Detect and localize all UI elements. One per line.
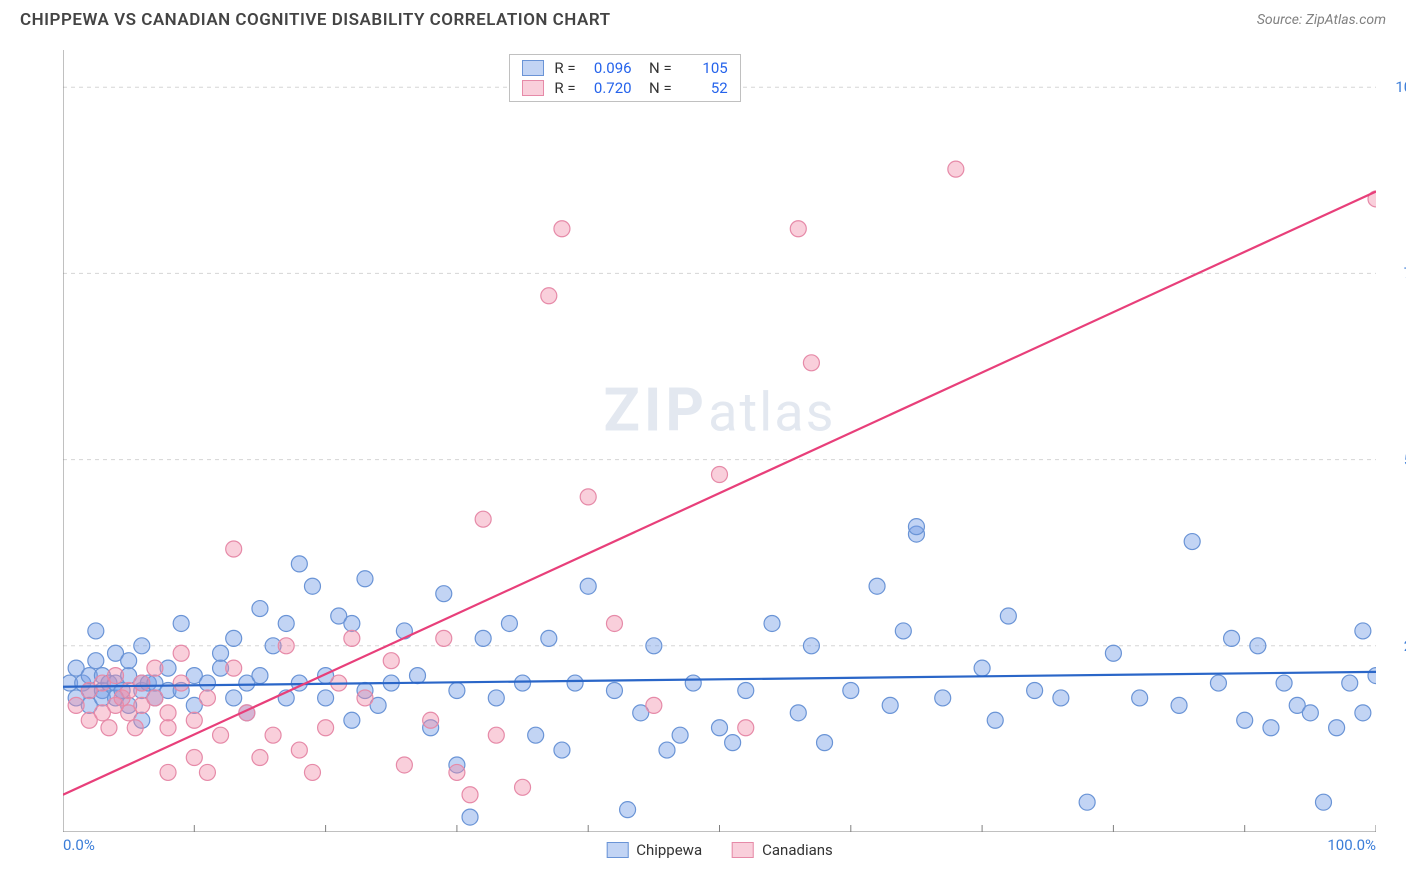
source-attribution: Source: ZipAtlas.com bbox=[1257, 12, 1386, 28]
x-tick-label-max: 100.0% bbox=[1327, 836, 1376, 854]
legend-row: R =0.720 N =52 bbox=[522, 79, 727, 97]
legend-swatch bbox=[522, 60, 544, 76]
series-legend: Chippewa Canadians bbox=[606, 841, 833, 859]
series-legend-label: Canadians bbox=[762, 841, 833, 859]
legend-swatch bbox=[732, 842, 754, 858]
scatter-plot: ZIPatlas R =0.096 N =105 R =0.720 N =52 … bbox=[63, 50, 1376, 832]
y-tick-label: 100.0% bbox=[1395, 78, 1406, 96]
legend-swatch bbox=[522, 80, 544, 96]
series-legend-item: Canadians bbox=[732, 841, 833, 859]
correlation-legend: R =0.096 N =105 R =0.720 N =52 bbox=[509, 54, 740, 102]
series-legend-item: Chippewa bbox=[606, 841, 702, 859]
series-legend-label: Chippewa bbox=[636, 841, 702, 859]
chart-title: CHIPPEWA VS CANADIAN COGNITIVE DISABILIT… bbox=[20, 10, 611, 30]
chart-container: Cognitive Disability ZIPatlas R =0.096 N… bbox=[45, 50, 1386, 862]
legend-swatch bbox=[606, 842, 628, 858]
x-tick-label-min: 0.0% bbox=[63, 836, 95, 854]
legend-row: R =0.096 N =105 bbox=[522, 59, 727, 77]
